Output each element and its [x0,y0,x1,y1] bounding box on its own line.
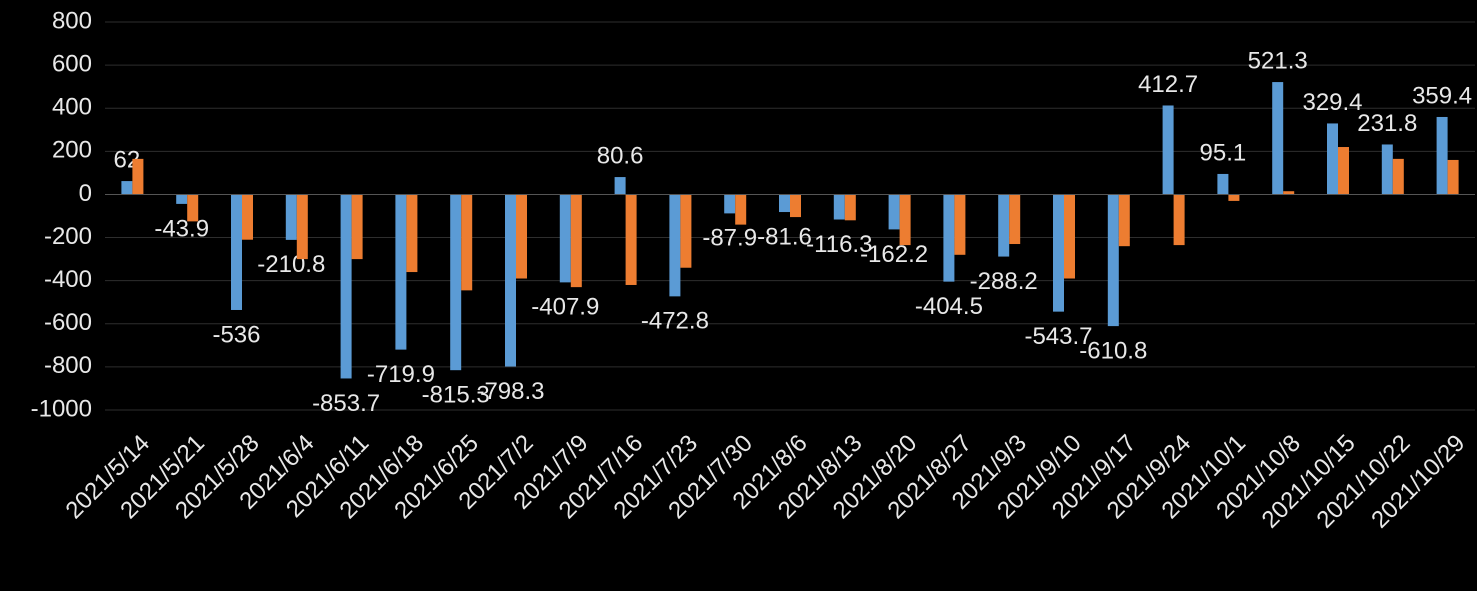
bar [680,194,692,268]
bar [516,194,527,279]
bar [187,194,199,222]
bar [1436,116,1448,195]
bar [833,194,845,220]
bar [1064,194,1075,279]
bar [1327,123,1338,195]
data-label: -815.3 [422,382,490,409]
bar [559,194,571,283]
data-label: 231.8 [1357,110,1417,137]
y-tick-label: -600 [44,309,92,336]
bar [242,194,253,240]
y-tick-label: 600 [52,50,92,77]
bar [461,194,473,291]
bar [395,194,407,350]
bar [1053,194,1064,312]
data-label: -610.8 [1079,337,1147,364]
data-label: -472.8 [641,308,709,335]
bar [998,194,1010,257]
bar [625,194,637,285]
bar [790,194,801,218]
data-label: -116.3 [806,231,872,258]
data-label: 521.3 [1248,47,1308,74]
bar [1009,194,1021,245]
bar [231,194,242,310]
data-label: -798.3 [476,378,544,405]
bar [1228,194,1240,201]
y-tick-label: -200 [44,223,92,250]
data-label: -87.9 [702,225,757,252]
data-label: -407.9 [531,294,599,321]
bar [735,194,747,225]
y-tick-label: -1000 [31,395,92,422]
y-tick-label: 400 [52,94,92,121]
bar [779,194,790,213]
bar [570,194,582,288]
bar [1392,158,1404,195]
bar [1381,144,1393,195]
y-tick-label: 200 [52,137,92,164]
bar [296,194,308,260]
bar [285,194,297,240]
bar [1162,105,1174,195]
data-label: -404.5 [915,293,983,320]
data-label: 95.1 [1200,139,1247,166]
bar [954,194,966,255]
data-label: -543.7 [1024,323,1092,350]
bar [669,194,681,297]
data-label: -162.2 [860,241,928,268]
bar [614,177,626,195]
bar [351,194,363,260]
y-tick-label: -800 [44,352,92,379]
bar [1173,194,1185,246]
data-label: -81.6 [757,223,812,250]
bar [406,194,418,273]
bar [340,194,352,379]
bar [450,194,462,371]
bar [724,194,736,214]
bar [1107,194,1119,327]
data-label: -853.7 [312,390,380,417]
data-label: -536 [212,321,260,348]
bar [1118,194,1130,247]
y-tick-label: 800 [52,7,92,34]
bar [1447,159,1459,195]
bar [1338,147,1349,195]
bar [1217,173,1229,195]
bar [176,194,188,204]
data-label: 80.6 [597,142,644,169]
bar [132,158,144,195]
data-label: 359.4 [1412,82,1472,109]
data-label: -719.9 [367,361,435,388]
data-label: -210.8 [257,251,325,278]
data-label: -43.9 [154,215,209,242]
bar [121,181,133,195]
data-label: 412.7 [1138,71,1198,98]
bar [505,194,516,367]
bar [899,194,911,246]
bar [1272,82,1284,195]
y-tick-label: 0 [79,180,92,207]
y-tick-label: -400 [44,266,92,293]
data-label: -288.2 [970,268,1038,295]
data-label: 329.4 [1302,89,1362,116]
bar [844,194,856,221]
bar [943,194,955,282]
bar [1283,191,1295,195]
bar [888,194,900,230]
